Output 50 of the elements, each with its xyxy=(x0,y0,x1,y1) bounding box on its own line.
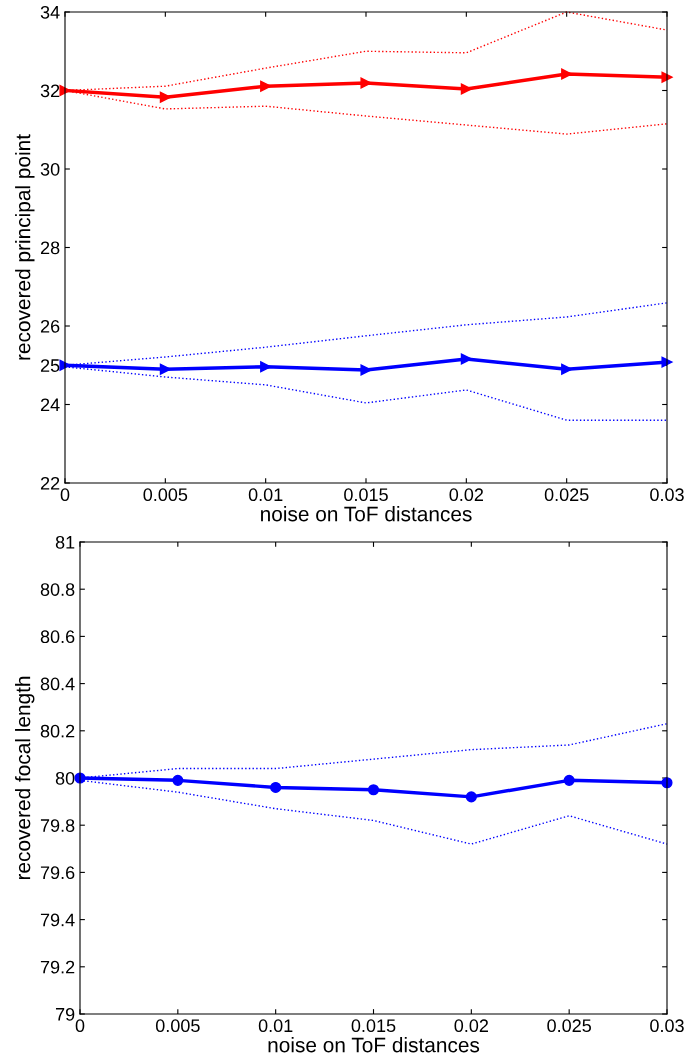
y-tick-label: 25 xyxy=(40,359,60,372)
point xyxy=(367,784,380,796)
y-tick-label: 22 xyxy=(40,476,60,490)
y-tick-label: 32 xyxy=(40,84,60,98)
y-axis-title: recovered principal point xyxy=(15,134,35,360)
x-axis-title: noise on ToF distances xyxy=(268,1037,480,1053)
y-tick-label: 79 xyxy=(55,1007,75,1021)
x-tick-label: 0 xyxy=(75,1019,85,1033)
y-axis-title: recovered focal length xyxy=(15,676,35,880)
point xyxy=(159,363,171,375)
point xyxy=(661,71,673,83)
y-tick-label: 80.4 xyxy=(40,677,75,691)
x-tick-label: 0.005 xyxy=(155,1019,200,1033)
point xyxy=(661,356,673,368)
x-tick-label: 0 xyxy=(60,488,70,502)
y-tick-label: 79.6 xyxy=(40,866,75,880)
y-tick-label: 28 xyxy=(40,241,60,255)
y-tick-label: 34 xyxy=(40,5,60,19)
x-tick-label: 0.005 xyxy=(143,488,188,502)
x-tick-label: 0.02 xyxy=(449,488,483,502)
x-tick-label: 0.015 xyxy=(351,1019,396,1033)
x-axis-title: noise on ToF distances xyxy=(261,506,472,522)
y-tick-label: 80.8 xyxy=(40,583,75,596)
y-tick-label: 79.4 xyxy=(40,913,75,927)
x-tick-label: 0.01 xyxy=(258,1019,293,1033)
x-tick-label: 0.025 xyxy=(547,1019,591,1033)
y-tick-label: 26 xyxy=(40,319,60,333)
x-tick-label: 0.02 xyxy=(454,1019,488,1033)
y-tick-label: 79.2 xyxy=(40,960,75,974)
point xyxy=(159,91,171,103)
y-tick-label: 30 xyxy=(40,162,60,176)
y-tick-label: 80 xyxy=(55,771,75,785)
point xyxy=(465,791,477,803)
x-tick-label: 0.03 xyxy=(650,488,684,502)
point xyxy=(360,364,372,376)
x-tick-label: 0.03 xyxy=(650,1019,684,1033)
point xyxy=(270,781,282,793)
y-tick-label: 79.8 xyxy=(40,819,75,832)
x-tick-label: 0.01 xyxy=(248,488,283,502)
point xyxy=(561,363,573,375)
y-tick-label: 24 xyxy=(40,398,60,412)
x-tick-label: 0.015 xyxy=(344,488,388,502)
point xyxy=(563,774,575,786)
point xyxy=(460,353,472,365)
y-tick-label: 80.6 xyxy=(40,630,75,644)
x-tick-label: 0.025 xyxy=(544,488,589,502)
y-tick-label: 80.2 xyxy=(40,724,75,738)
point xyxy=(460,83,472,95)
y-tick-label: 81 xyxy=(55,535,75,549)
point xyxy=(172,774,184,786)
